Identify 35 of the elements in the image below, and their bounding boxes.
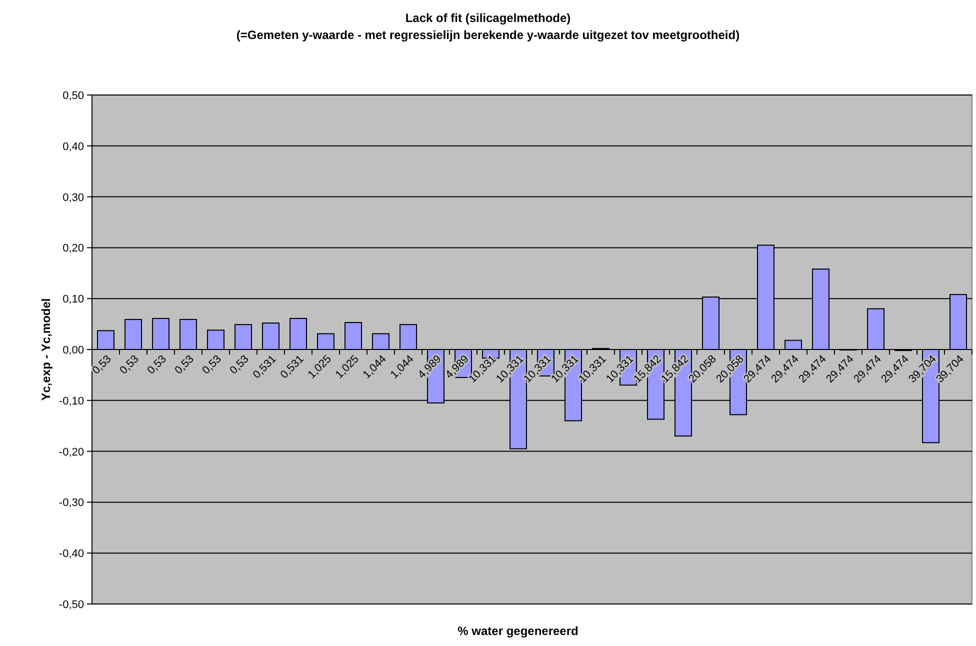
x-axis-title: % water gegenereerd [458, 624, 578, 638]
y-tick-label: -0,40 [58, 548, 84, 560]
y-tick-label: 0,40 [62, 140, 84, 153]
y-axis-title: Yc,exp - Yc,model [39, 298, 53, 401]
y-tick-label: -0,50 [58, 599, 84, 611]
bar [262, 322, 280, 350]
chart-title: Lack of fit (silicagelmethode) [405, 11, 571, 25]
bar [152, 318, 170, 350]
bar [372, 333, 390, 350]
y-tick-label: 0,00 [62, 344, 84, 356]
bar [207, 330, 224, 350]
bar [290, 318, 307, 350]
bar [784, 340, 802, 350]
y-tick-label: 0,10 [62, 294, 84, 306]
bar [97, 330, 114, 350]
y-tick-label: 0,20 [62, 242, 84, 255]
x-tick-label: 0,53 [145, 353, 169, 377]
bar [180, 318, 197, 350]
bar [317, 333, 334, 350]
x-tick-label: 0,53 [172, 353, 196, 377]
y-tick-label: 0,30 [62, 192, 84, 204]
chart-subtitle: (=Gemeten y-waarde - met regressielijn berekende y-waarde uitgezet tov meetgrootheid) [236, 28, 740, 42]
bar [867, 308, 884, 350]
y-tick-label: -0,30 [58, 497, 84, 510]
x-tick-label: 0,53 [200, 353, 224, 377]
bar [344, 322, 362, 350]
y-tick-label: 0,50 [62, 90, 84, 102]
bar [234, 324, 252, 350]
bar [124, 318, 142, 350]
x-tick-label: 0,53 [228, 353, 252, 377]
bar [400, 324, 417, 350]
y-tick-label: -0,10 [58, 395, 84, 408]
x-tick-label: 0,53 [118, 353, 142, 377]
x-tick-label: 0,53 [90, 353, 114, 377]
y-tick-label: -0,20 [58, 446, 84, 458]
